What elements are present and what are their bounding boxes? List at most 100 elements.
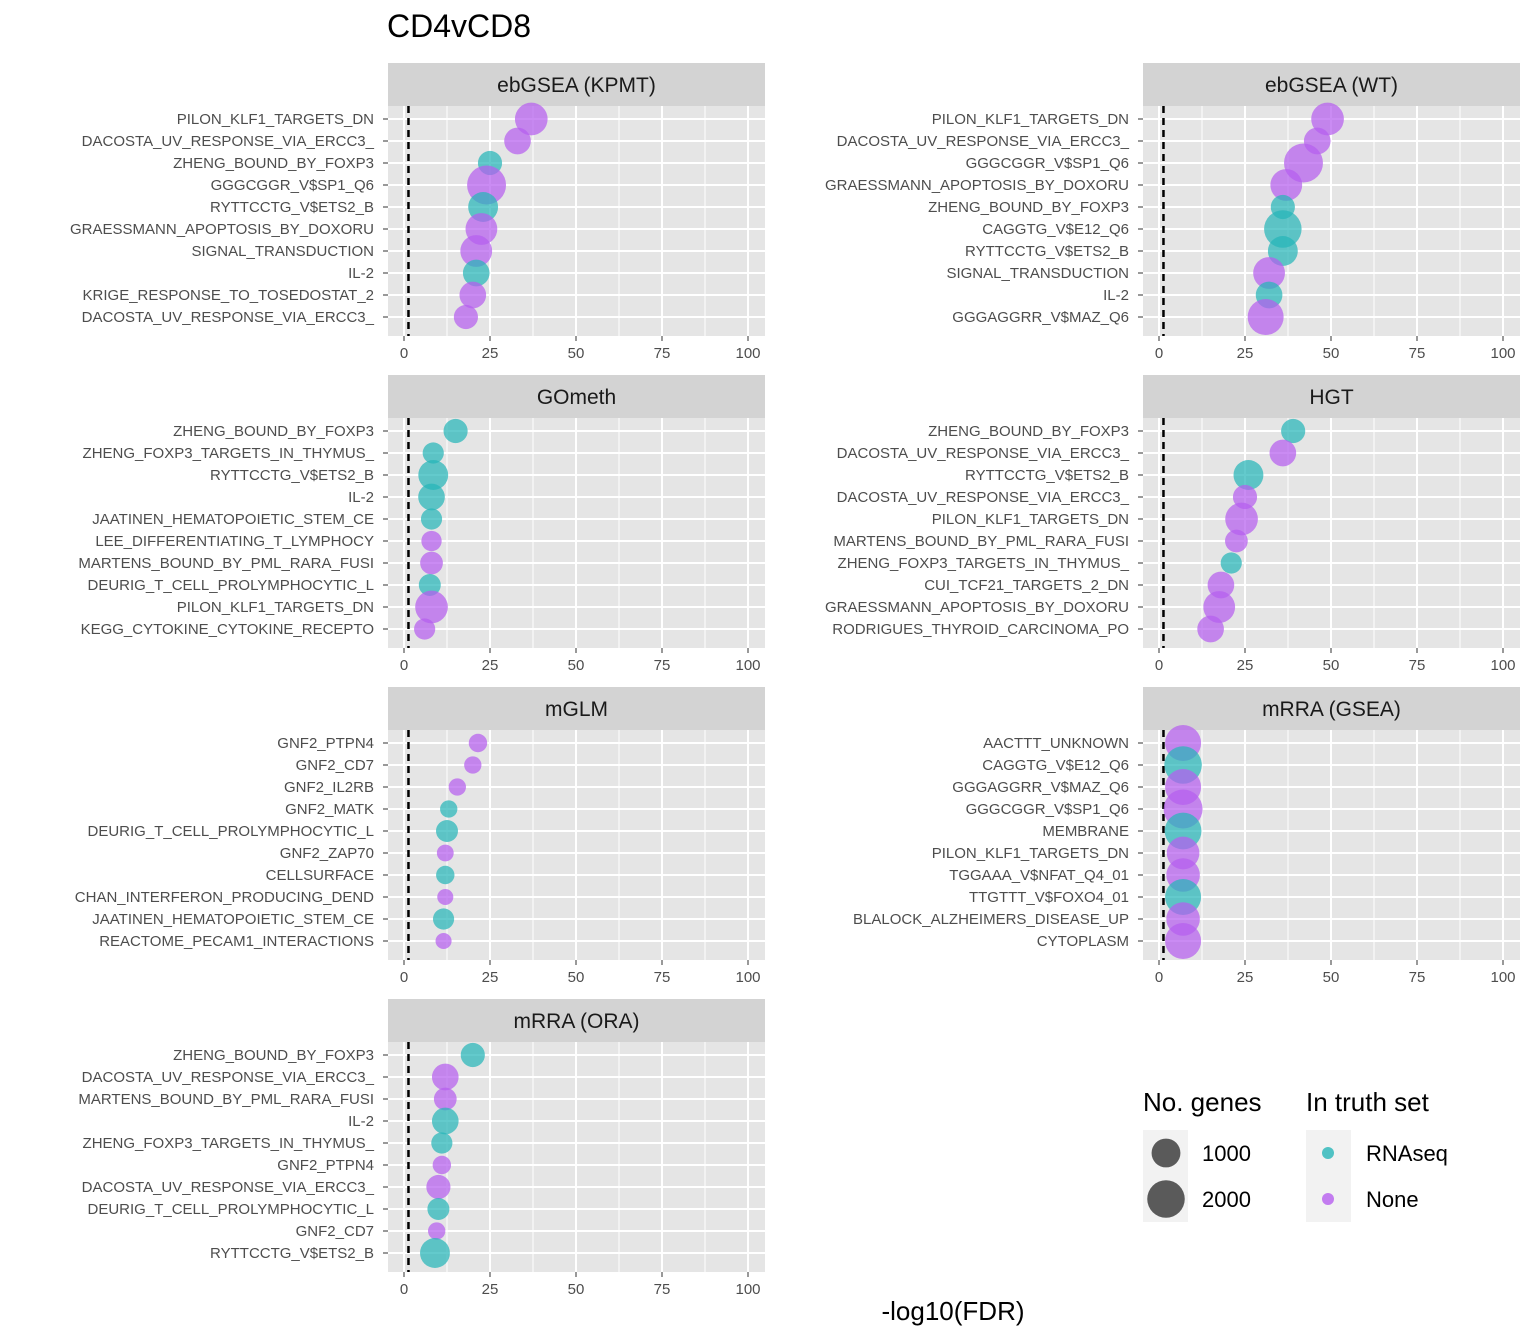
y-tick-label: GRAESSMANN_APOPTOSIS_BY_DOXORU xyxy=(70,221,374,238)
y-tick-label: GRAESSMANN_APOPTOSIS_BY_DOXORU xyxy=(825,599,1129,616)
legend-color-label: RNAseq xyxy=(1366,1141,1448,1166)
data-point xyxy=(440,800,458,818)
data-point xyxy=(422,442,444,464)
x-tick-label: 25 xyxy=(482,345,499,362)
y-tick-label: CHAN_INTERFERON_PRODUCING_DEND xyxy=(75,889,374,906)
legend-key-background xyxy=(1306,1130,1351,1222)
data-point xyxy=(1165,922,1202,960)
data-point xyxy=(453,304,479,330)
data-point xyxy=(435,932,452,950)
data-point xyxy=(1233,460,1264,490)
data-point xyxy=(464,756,482,774)
data-point xyxy=(1269,439,1297,467)
facet-panel: mGLM 0 25 50 75 100 GNF2_PTPN4 GNF2_CD7 GNF2_IL2… xyxy=(75,687,765,986)
legend-size-key xyxy=(1147,1180,1185,1218)
y-tick-label: REACTOME_PECAM1_INTERACTIONS xyxy=(99,933,374,950)
y-tick-label: IL-2 xyxy=(348,489,374,506)
facet-strip xyxy=(1143,63,1520,106)
y-tick-label: GNF2_CD7 xyxy=(296,1223,374,1240)
y-tick-label: ZHENG_BOUND_BY_FOXP3 xyxy=(928,199,1129,216)
x-tick-label: 0 xyxy=(400,345,408,362)
y-tick-label: MARTENS_BOUND_BY_PML_RARA_FUSI xyxy=(78,1091,374,1108)
facet-panel: mRRA (GSEA) 0 25 50 75 100 AACTTT_UNKNOWN CAGGT… xyxy=(853,687,1520,986)
y-tick-label: RYTTCCTG_V$ETS2_B xyxy=(965,467,1129,484)
y-tick-label: DEURIG_T_CELL_PROLYMPHOCYTIC_L xyxy=(88,1201,374,1218)
data-point xyxy=(414,618,436,640)
y-tick-label: RYTTCCTG_V$ETS2_B xyxy=(210,1245,374,1262)
y-tick-label: JAATINEN_HEMATOPOIETIC_STEM_CE xyxy=(92,511,374,528)
x-tick-label: 50 xyxy=(1323,969,1340,986)
x-tick-label: 75 xyxy=(654,1281,671,1298)
y-tick-label: DACOSTA_UV_RESPONSE_VIA_ERCC3_ xyxy=(837,445,1130,462)
y-tick-label: BLALOCK_ALZHEIMERS_DISEASE_UP xyxy=(853,911,1129,928)
facet-strip xyxy=(388,999,765,1042)
facet-strip-label: ebGSEA (WT) xyxy=(1265,74,1398,97)
data-point xyxy=(468,733,488,753)
y-tick-label: IL-2 xyxy=(348,1113,374,1130)
x-tick-label: 0 xyxy=(400,657,408,674)
y-tick-label: DACOSTA_UV_RESPONSE_VIA_ERCC3_ xyxy=(837,133,1130,150)
y-tick-label: MARTENS_BOUND_BY_PML_RARA_FUSI xyxy=(833,533,1129,550)
y-tick-label: RYTTCCTG_V$ETS2_B xyxy=(210,467,374,484)
y-tick-label: ZHENG_BOUND_BY_FOXP3 xyxy=(173,423,374,440)
x-tick-label: 50 xyxy=(568,657,585,674)
y-tick-label: CAGGTG_V$E12_Q6 xyxy=(982,221,1129,238)
data-point xyxy=(1281,418,1306,444)
data-point xyxy=(428,1222,446,1240)
legend: No. genes 1000 2000 In truth set RNAseq None xyxy=(1143,1087,1448,1222)
x-tick-label: 50 xyxy=(568,969,585,986)
y-tick-label: DACOSTA_UV_RESPONSE_VIA_ERCC3_ xyxy=(837,489,1130,506)
data-point xyxy=(436,865,455,885)
y-tick-label: PILON_KLF1_TARGETS_DN xyxy=(932,111,1129,128)
x-tick-label: 100 xyxy=(1490,345,1515,362)
y-tick-label: GRAESSMANN_APOPTOSIS_BY_DOXORU xyxy=(825,177,1129,194)
data-point xyxy=(433,1087,457,1111)
data-point xyxy=(435,819,459,843)
y-tick-label: PILON_KLF1_TARGETS_DN xyxy=(177,599,374,616)
y-tick-label: RYTTCCTG_V$ETS2_B xyxy=(965,243,1129,260)
legend-size-label: 1000 xyxy=(1202,1141,1251,1166)
y-tick-label: AACTTT_UNKNOWN xyxy=(983,735,1129,752)
facet-strip xyxy=(388,687,765,730)
y-tick-label: DEURIG_T_CELL_PROLYMPHOCYTIC_L xyxy=(88,823,374,840)
data-point xyxy=(443,418,468,444)
data-point xyxy=(1197,615,1224,643)
x-tick-label: 25 xyxy=(1237,969,1254,986)
chart-title: CD4vCD8 xyxy=(387,8,532,44)
x-tick-label: 100 xyxy=(1490,657,1515,674)
y-tick-label: RODRIGUES_THYROID_CARCINOMA_PO xyxy=(832,621,1129,638)
data-point xyxy=(418,460,449,490)
facet-strip-label: GOmeth xyxy=(537,386,616,409)
data-point xyxy=(420,508,443,530)
x-tick-label: 25 xyxy=(482,969,499,986)
data-point xyxy=(418,573,441,597)
x-tick-label: 25 xyxy=(482,657,499,674)
y-tick-label: CAGGTG_V$E12_Q6 xyxy=(982,757,1129,774)
data-point xyxy=(1225,529,1248,553)
y-tick-label: ZHENG_FOXP3_TARGETS_IN_THYMUS_ xyxy=(838,555,1130,572)
y-tick-label: ZHENG_BOUND_BY_FOXP3 xyxy=(173,155,374,172)
y-tick-label: PILON_KLF1_TARGETS_DN xyxy=(177,111,374,128)
x-tick-label: 25 xyxy=(1237,657,1254,674)
y-tick-label: PILON_KLF1_TARGETS_DN xyxy=(932,845,1129,862)
facet-strip xyxy=(1143,375,1520,418)
data-point xyxy=(436,844,454,862)
x-tick-label: 75 xyxy=(654,969,671,986)
x-tick-label: 0 xyxy=(1155,345,1163,362)
data-point xyxy=(1225,502,1258,536)
x-tick-label: 100 xyxy=(735,657,760,674)
data-point xyxy=(432,908,455,930)
facet-strip-label: mGLM xyxy=(545,698,608,721)
facet-panel: ebGSEA (WT) 0 25 50 75 100 PILON_KLF1_TARGETS_… xyxy=(825,63,1520,362)
y-tick-label: GGGAGGRR_V$MAZ_Q6 xyxy=(952,309,1129,326)
legend-size-key xyxy=(1151,1138,1181,1168)
y-tick-label: GGGAGGRR_V$MAZ_Q6 xyxy=(952,779,1129,796)
data-point xyxy=(462,259,490,287)
data-point xyxy=(460,235,493,267)
x-tick-label: 0 xyxy=(400,969,408,986)
data-point xyxy=(1207,571,1235,599)
data-point xyxy=(420,551,443,575)
x-tick-label: 75 xyxy=(1409,345,1426,362)
y-tick-label: TTGTTT_V$FOXO4_01 xyxy=(969,889,1129,906)
y-tick-label: KEGG_CYTOKINE_CYTOKINE_RECEPTO xyxy=(81,621,374,638)
